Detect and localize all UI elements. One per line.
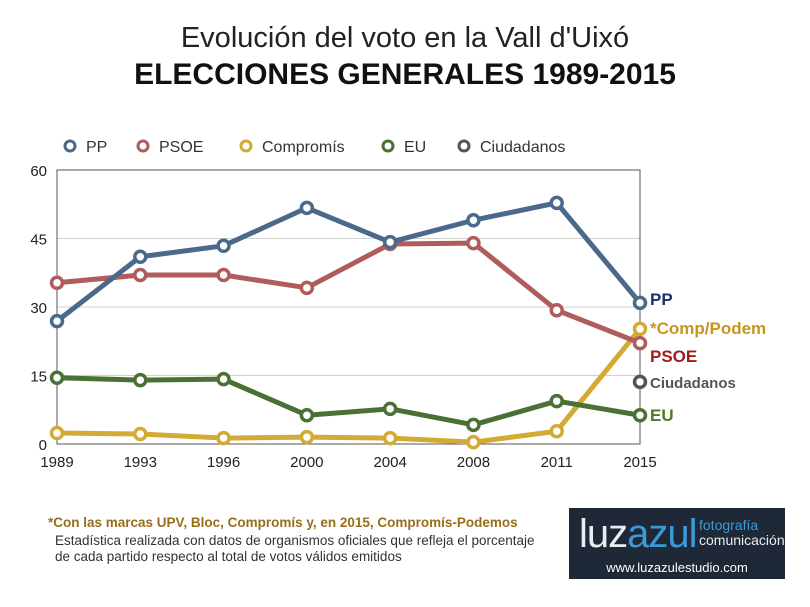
x-tick-label: 2008 <box>457 454 490 471</box>
end-label-ciudadanos: Ciudadanos <box>650 375 736 392</box>
data-point-pp <box>299 200 315 216</box>
end-label-compromís: *Comp/Podem <box>650 319 766 338</box>
x-tick-label: 1989 <box>40 454 73 471</box>
data-point-ciudadanos <box>632 374 648 390</box>
legend-label-eu: EU <box>404 139 426 156</box>
data-point-psoe <box>299 280 315 296</box>
data-point-compromís <box>216 430 231 446</box>
end-label-eu: EU <box>650 406 674 425</box>
end-label-pp: PP <box>650 290 673 309</box>
chart-title: Evolución del voto en la Vall d'Uixó <box>180 22 630 54</box>
legend-marker-ciudadanos <box>457 139 471 153</box>
data-point-eu <box>299 407 315 423</box>
data-point-compromís <box>632 321 648 337</box>
data-point-eu <box>549 393 564 409</box>
legend-marker-psoe <box>136 139 150 153</box>
legend-marker-compromís <box>239 139 253 153</box>
x-tick-label: 2015 <box>623 454 656 471</box>
data-point-pp <box>466 212 481 228</box>
data-point-eu <box>632 407 648 423</box>
y-tick-label: 30 <box>30 300 47 317</box>
data-point-eu <box>382 401 398 417</box>
series-line-compromís <box>56 327 642 445</box>
data-point-compromís <box>466 434 481 450</box>
x-tick-label: 2000 <box>290 454 323 471</box>
x-tick-label: 1996 <box>207 454 240 471</box>
legend-marker-pp <box>63 139 77 153</box>
logo-url: www.luzazulestudio.com <box>606 560 748 575</box>
data-point-psoe <box>549 302 564 318</box>
x-tick-label: 2004 <box>373 454 406 471</box>
y-tick-label: 60 <box>30 163 47 180</box>
end-label-psoe: PSOE <box>650 347 697 366</box>
series-line-eu <box>56 375 641 428</box>
x-tick-label: 2011 <box>541 454 573 471</box>
y-tick-label: 15 <box>30 369 47 386</box>
series-line-pp <box>55 200 642 324</box>
data-point-eu <box>133 372 148 388</box>
footnote: *Con las marcas UPV, Bloc, Compromís y, … <box>48 515 518 530</box>
legend-label-psoe: PSOE <box>159 139 203 156</box>
data-point-eu <box>49 370 65 386</box>
data-point-compromís <box>549 423 564 439</box>
legend-label-compromís: Compromís <box>262 139 345 156</box>
data-point-compromís <box>49 425 65 441</box>
data-point-eu <box>216 371 231 387</box>
data-point-pp <box>133 249 148 265</box>
y-tick-label: 45 <box>30 232 47 249</box>
chart-subtitle: ELECCIONES GENERALES 1989-2015 <box>134 58 676 91</box>
logo-tagline: fotografía comunicación <box>699 517 785 548</box>
data-point-eu <box>466 417 481 433</box>
legend-marker-eu <box>381 139 395 153</box>
x-tick-label: 1993 <box>124 454 157 471</box>
logo: luzazul fotografía comunicación www.luzaz… <box>569 508 785 579</box>
data-point-compromís <box>382 430 398 446</box>
data-point-pp <box>216 238 231 254</box>
data-point-psoe <box>49 275 65 291</box>
data-point-pp <box>632 295 648 311</box>
data-point-compromís <box>299 429 315 445</box>
data-point-psoe <box>466 235 481 251</box>
y-tick-label: 0 <box>39 437 47 454</box>
data-point-pp <box>49 313 65 329</box>
data-point-pp <box>549 195 564 211</box>
line-chart: 0 15 30 45 60 1989 1993 1996 2000 2004 2008 2011 201… <box>30 139 766 471</box>
series-line-psoe <box>56 240 641 346</box>
description: Estadística realizada con datos de organ… <box>55 533 535 564</box>
data-point-psoe <box>133 267 148 283</box>
legend-label-pp: PP <box>86 139 107 156</box>
data-point-pp <box>382 234 398 250</box>
logo-wordmark: luzazul <box>579 512 698 556</box>
data-point-psoe <box>216 267 231 283</box>
data-point-psoe <box>632 335 648 351</box>
data-point-compromís <box>133 426 148 442</box>
legend-label-ciudadanos: Ciudadanos <box>480 139 565 156</box>
